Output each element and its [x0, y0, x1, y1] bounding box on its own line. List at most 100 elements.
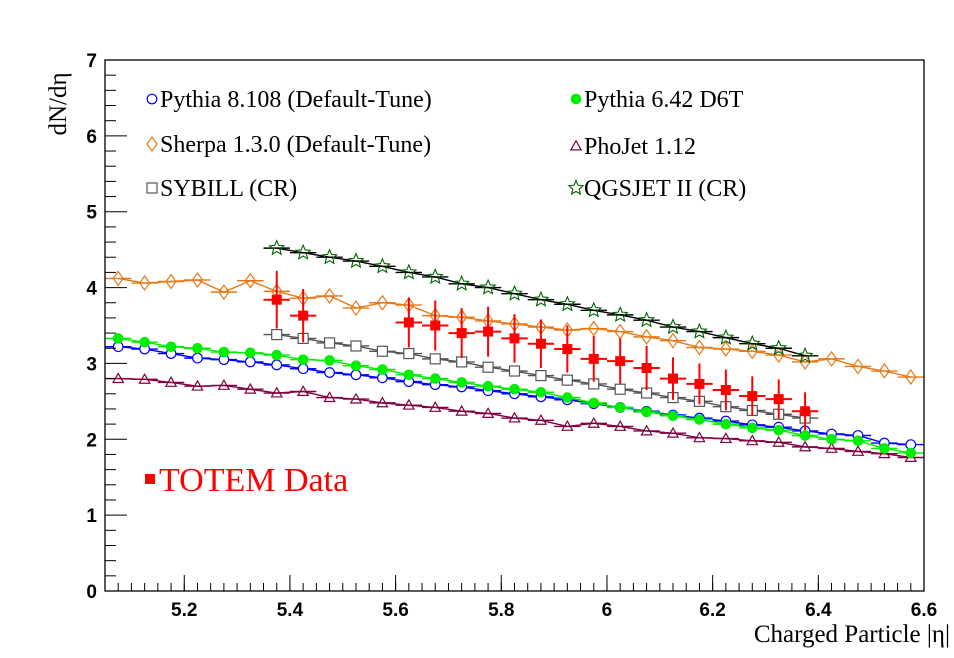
legend-label: Pythia 6.42 D6T: [584, 87, 744, 113]
data-point: [720, 340, 732, 358]
data-point: [376, 345, 389, 357]
data-point: [588, 320, 600, 337]
data-point: [667, 332, 679, 349]
data-point: [852, 435, 864, 447]
data-point: [717, 328, 735, 345]
data-point: [429, 401, 442, 412]
data-point: [165, 273, 177, 290]
legend-marker: [146, 182, 158, 194]
data-point: [664, 318, 682, 335]
legend-marker: [146, 135, 158, 153]
x-axis-title: Charged Particle |η|: [754, 621, 950, 648]
data-point: [191, 379, 204, 391]
data-point: [349, 392, 363, 404]
data-point: [347, 252, 365, 269]
legend-entry: Pythia 6.42 D6T: [570, 87, 744, 113]
data-point: [453, 274, 471, 291]
series-pythia-6-42-d6t: [105, 333, 924, 459]
legend-marker: [569, 139, 583, 151]
data-point: [615, 356, 626, 367]
data-point: [509, 383, 520, 395]
annotation-layer: TOTEM Data: [145, 462, 348, 499]
legend-marker: [146, 93, 158, 105]
data-point: [772, 435, 785, 447]
legend-entry: QGSJET II (CR): [567, 176, 746, 202]
data-point: [376, 294, 389, 311]
x-tick-label: 5.2: [171, 600, 197, 621]
data-point: [668, 373, 679, 384]
data-point: [244, 272, 257, 289]
data-point: [693, 431, 706, 443]
data-point: [588, 397, 600, 409]
data-point: [400, 263, 418, 280]
y-tick-label: 5: [86, 203, 97, 224]
data-point: [720, 418, 732, 430]
data-point: [535, 369, 547, 382]
data-point: [562, 344, 573, 355]
data-point: [377, 364, 388, 375]
data-point: [534, 413, 548, 425]
data-point: [667, 410, 679, 422]
data-point: [350, 369, 362, 381]
data-point: [271, 349, 283, 361]
data-point: [139, 336, 150, 348]
data-point: [693, 339, 706, 356]
data-point: [878, 362, 891, 380]
x-tick-label: 6.4: [805, 600, 832, 621]
legend-label: QGSJET II (CR): [584, 176, 746, 202]
data-point: [508, 411, 521, 423]
data-point: [747, 391, 758, 402]
data-point: [426, 268, 444, 285]
data-point: [482, 361, 494, 373]
data-point: [587, 416, 600, 428]
data-point: [773, 424, 784, 436]
data-point: [535, 338, 546, 349]
data-point: [878, 447, 891, 459]
series-totem-data: [263, 270, 819, 431]
data-point: [270, 386, 283, 398]
legend-label: Pythia 8.108 (Default-Tune): [160, 87, 432, 113]
data-point: [271, 329, 283, 341]
data-point: [508, 365, 521, 377]
data-point: [535, 386, 547, 398]
data-point: [772, 347, 785, 364]
x-tick-label: 5.8: [488, 600, 514, 621]
y-tick-label: 1: [86, 506, 97, 527]
data-point: [694, 378, 705, 389]
data-point: [483, 326, 494, 337]
data-point: [268, 239, 286, 256]
data-point: [641, 406, 652, 418]
data-point: [614, 383, 626, 395]
data-point: [112, 270, 124, 287]
data-point: [271, 359, 283, 371]
data-point: [690, 322, 708, 339]
series-qgsjet-ii-cr: [263, 239, 819, 364]
data-point: [694, 414, 705, 425]
x-tick-label: 6: [602, 600, 613, 621]
data-point: [376, 396, 389, 408]
data-point: [905, 447, 917, 459]
legend-entry: Pythia 8.108 (Default-Tune): [146, 87, 432, 113]
data-point: [611, 305, 629, 323]
data-point: [720, 384, 731, 395]
y-tick-label: 0: [86, 582, 97, 603]
y-tick-label: 2: [86, 430, 97, 451]
data-point: [373, 257, 391, 274]
axes-layer: 0 1 2 3 4 5 6 7 5.2 5.4 5.6 5.8 6 6.2 6.4 6.6: [86, 51, 937, 621]
data-point: [350, 360, 362, 372]
data-point: [719, 432, 733, 444]
y-tick-label: 4: [86, 279, 97, 300]
data-point: [455, 404, 468, 416]
legend-marker: [570, 93, 582, 105]
data-point: [641, 362, 652, 373]
data-point: [561, 419, 574, 431]
data-point: [350, 300, 362, 317]
data-point: [403, 347, 415, 360]
data-point: [746, 422, 758, 434]
data-point: [323, 391, 336, 403]
data-point: [613, 419, 627, 431]
data-point: [217, 379, 231, 390]
data-point: [218, 284, 230, 301]
data-point: [323, 337, 336, 349]
data-point: [825, 350, 838, 367]
